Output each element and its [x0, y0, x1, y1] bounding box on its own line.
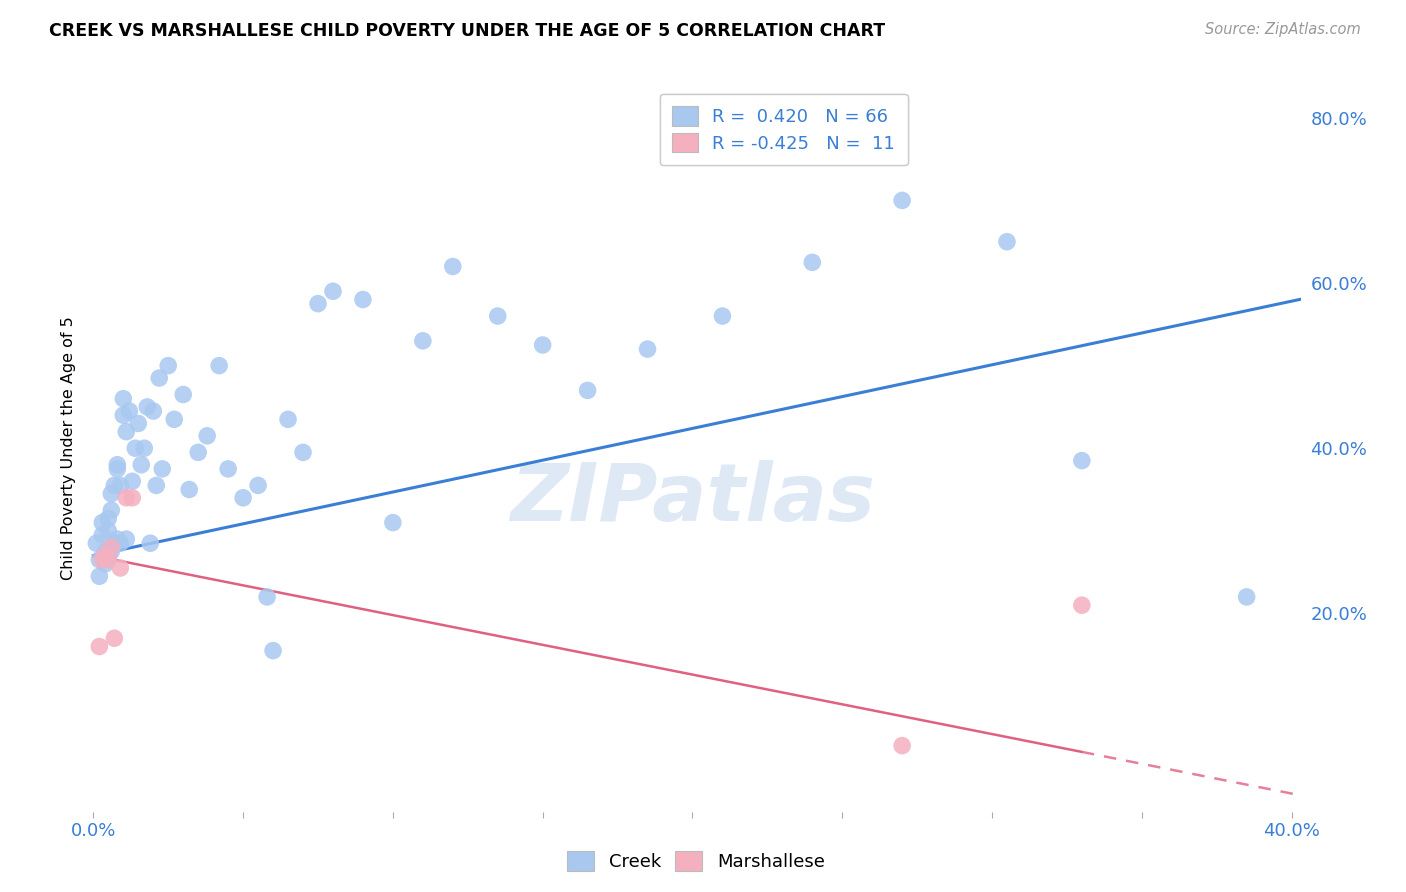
Point	[995, 235, 1018, 249]
Point	[112, 392, 135, 406]
Point	[100, 486, 122, 500]
Legend: R =  0.420   N = 66, R = -0.425   N =  11: R = 0.420 N = 66, R = -0.425 N = 11	[659, 94, 907, 165]
Point	[187, 445, 209, 459]
Point	[179, 483, 201, 497]
Point	[89, 640, 111, 654]
Point	[163, 412, 186, 426]
Point	[97, 524, 120, 538]
Point	[97, 511, 120, 525]
Point	[110, 536, 132, 550]
Point	[100, 544, 122, 558]
Point	[381, 516, 404, 530]
Point	[103, 536, 125, 550]
Point	[105, 532, 128, 546]
Point	[139, 536, 162, 550]
Point	[1070, 453, 1092, 467]
Point	[262, 643, 284, 657]
Point	[94, 549, 117, 563]
Point	[256, 590, 278, 604]
Point	[322, 285, 344, 299]
Point	[103, 478, 125, 492]
Point	[91, 553, 114, 567]
Point	[100, 541, 122, 555]
Text: ZIPatlas: ZIPatlas	[510, 460, 875, 538]
Point	[105, 462, 128, 476]
Point	[352, 293, 374, 307]
Point	[486, 309, 509, 323]
Point	[157, 359, 180, 373]
Point	[531, 338, 554, 352]
Point	[277, 412, 299, 426]
Point	[1070, 598, 1092, 612]
Legend: Creek, Marshallese: Creek, Marshallese	[560, 844, 832, 879]
Point	[89, 553, 111, 567]
Point	[105, 458, 128, 472]
Point	[127, 417, 149, 431]
Y-axis label: Child Poverty Under the Age of 5: Child Poverty Under the Age of 5	[60, 317, 76, 580]
Point	[91, 528, 114, 542]
Point	[94, 557, 117, 571]
Point	[195, 429, 218, 443]
Point	[232, 491, 254, 505]
Point	[412, 334, 434, 348]
Point	[86, 536, 108, 550]
Point	[110, 478, 132, 492]
Point	[208, 359, 231, 373]
Point	[307, 296, 329, 310]
Point	[91, 516, 114, 530]
Point	[110, 561, 132, 575]
Point	[150, 462, 173, 476]
Point	[129, 458, 152, 472]
Point	[121, 491, 143, 505]
Point	[115, 532, 138, 546]
Text: CREEK VS MARSHALLESE CHILD POVERTY UNDER THE AGE OF 5 CORRELATION CHART: CREEK VS MARSHALLESE CHILD POVERTY UNDER…	[49, 22, 886, 40]
Point	[94, 544, 117, 558]
Point	[145, 478, 167, 492]
Point	[576, 384, 599, 398]
Point	[103, 632, 125, 646]
Point	[711, 309, 734, 323]
Point	[115, 491, 138, 505]
Point	[441, 260, 464, 274]
Point	[891, 739, 914, 753]
Point	[89, 569, 111, 583]
Point	[121, 475, 143, 489]
Text: Source: ZipAtlas.com: Source: ZipAtlas.com	[1205, 22, 1361, 37]
Point	[118, 404, 141, 418]
Point	[112, 408, 135, 422]
Point	[148, 371, 170, 385]
Point	[1236, 590, 1258, 604]
Point	[136, 400, 159, 414]
Point	[891, 194, 914, 208]
Point	[97, 553, 120, 567]
Point	[172, 387, 194, 401]
Point	[124, 441, 146, 455]
Point	[142, 404, 165, 418]
Point	[247, 478, 270, 492]
Point	[801, 255, 824, 269]
Point	[292, 445, 315, 459]
Point	[97, 549, 120, 563]
Point	[637, 342, 659, 356]
Point	[115, 425, 138, 439]
Point	[100, 503, 122, 517]
Point	[134, 441, 156, 455]
Point	[217, 462, 239, 476]
